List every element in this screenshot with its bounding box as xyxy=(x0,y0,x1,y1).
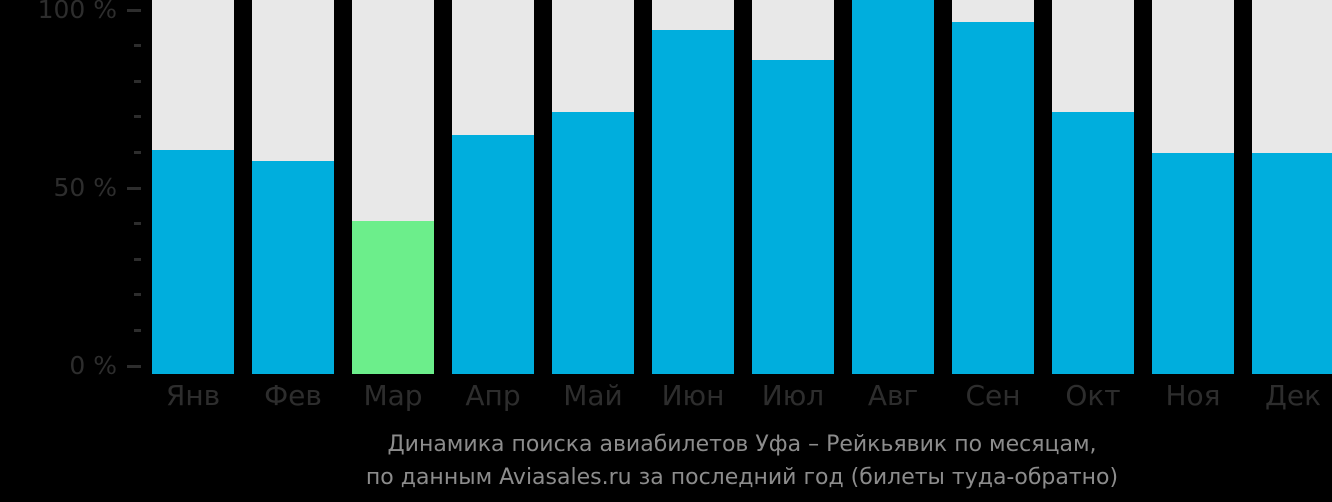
y-axis-minor-tick-20 xyxy=(134,293,141,297)
bar-column-mar xyxy=(352,0,434,374)
bar-jan xyxy=(152,150,234,374)
x-axis-label-jul: Июл xyxy=(761,379,825,412)
bar-jul xyxy=(752,60,834,374)
bar-aug xyxy=(852,0,934,374)
bar-column-apr xyxy=(452,0,534,374)
bar-apr xyxy=(452,135,534,374)
y-axis-minor-tick-30 xyxy=(134,257,141,261)
y-axis-minor-tick-10 xyxy=(134,328,141,332)
chart-caption-line-2: по данным Aviasales.ru за последний год … xyxy=(365,465,1119,490)
bar-column-oct xyxy=(1052,0,1134,374)
bar-column-dec xyxy=(1252,0,1332,374)
y-axis-label-100: 100 % xyxy=(37,0,117,24)
x-axis-label-mar: Мар xyxy=(363,379,423,412)
y-axis-major-tick-0 xyxy=(127,364,141,368)
y-axis-minor-tick-80 xyxy=(134,79,141,83)
bar-sep xyxy=(952,22,1034,374)
x-axis-label-jun: Июн xyxy=(661,379,725,412)
x-axis-label-feb: Фев xyxy=(264,379,322,412)
bar-column-jan xyxy=(152,0,234,374)
y-axis-major-tick-50 xyxy=(127,186,141,190)
bar-column-feb xyxy=(252,0,334,374)
x-axis-label-oct: Окт xyxy=(1065,379,1121,412)
y-axis-label-50: 50 % xyxy=(53,173,117,202)
bar-oct xyxy=(1052,112,1134,374)
x-axis-label-apr: Апр xyxy=(465,379,521,412)
bar-nov xyxy=(1152,153,1234,374)
y-axis-major-tick-100 xyxy=(127,8,141,12)
y-axis-minor-tick-90 xyxy=(134,44,141,48)
bar-dec xyxy=(1252,153,1332,374)
bar-feb xyxy=(252,161,334,374)
x-axis-label-may: Май xyxy=(563,379,623,412)
x-axis-label-dec: Дек xyxy=(1264,379,1321,412)
bar-column-sep xyxy=(952,0,1034,374)
bar-column-nov xyxy=(1152,0,1234,374)
bar-mar-highlighted xyxy=(352,221,434,374)
bar-column-jun xyxy=(652,0,734,374)
chart-caption-line-1: Динамика поиска авиабилетов Уфа – Рейкья… xyxy=(387,432,1097,457)
y-axis-minor-tick-60 xyxy=(134,150,141,154)
bar-jun xyxy=(652,30,734,374)
y-axis-minor-tick-70 xyxy=(134,115,141,119)
x-axis-label-sep: Сен xyxy=(965,379,1021,412)
bar-column-aug xyxy=(852,0,934,374)
x-axis-label-jan: Янв xyxy=(165,379,221,412)
x-axis-label-nov: Ноя xyxy=(1165,379,1221,412)
bar-column-jul xyxy=(752,0,834,374)
y-axis-label-0: 0 % xyxy=(69,351,117,380)
bar-may xyxy=(552,112,634,374)
y-axis-minor-tick-40 xyxy=(134,222,141,226)
bar-column-may xyxy=(552,0,634,374)
x-axis-label-aug: Авг xyxy=(867,379,919,412)
